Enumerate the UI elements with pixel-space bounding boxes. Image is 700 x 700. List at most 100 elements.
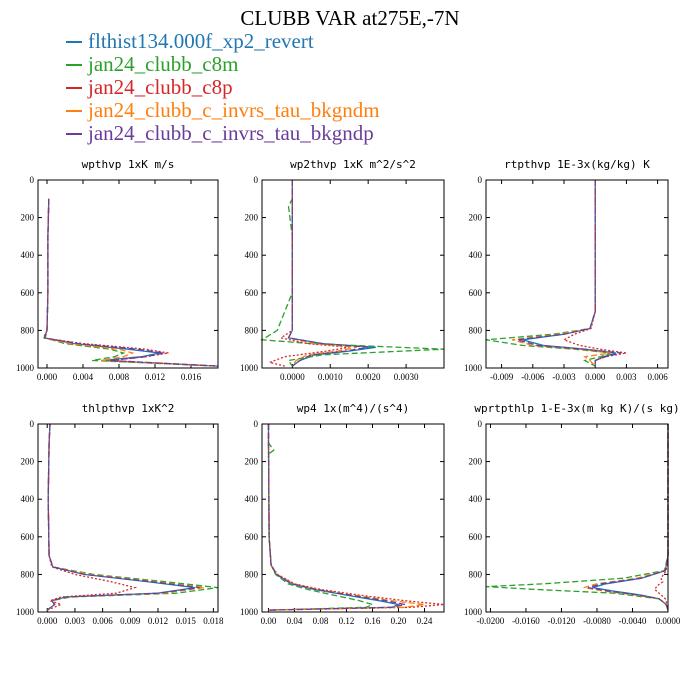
series-line — [592, 424, 669, 611]
legend-swatch — [66, 86, 82, 89]
x-tick-label: 0.000 — [37, 372, 58, 382]
y-tick-label: 200 — [245, 213, 259, 223]
x-tick-label: 0.008 — [109, 372, 130, 382]
legend-swatch — [66, 132, 82, 135]
y-tick-label: 800 — [21, 569, 35, 579]
series-line — [43, 198, 219, 367]
series-line — [44, 198, 219, 367]
series-line — [43, 198, 219, 367]
plot-frame — [485, 179, 669, 369]
series-line — [46, 423, 138, 611]
y-tick-label: 0 — [254, 175, 259, 185]
series-line — [46, 423, 219, 611]
x-tick-label: 0.016 — [181, 372, 202, 382]
x-tick-label: -0.0160 — [512, 616, 540, 626]
legend-label: jan24_clubb_c_invrs_tau_bkgndp — [88, 121, 374, 145]
plot-frame — [37, 423, 219, 613]
y-tick-label: 200 — [21, 457, 35, 467]
x-tick-label: 0.0000 — [280, 372, 305, 382]
y-tick-label: 200 — [21, 213, 35, 223]
x-tick-label: -0.0080 — [583, 616, 611, 626]
legend-label: jan24_clubb_c8m — [88, 52, 239, 76]
x-tick-label: 0.04 — [287, 616, 303, 626]
y-tick-label: 400 — [21, 494, 35, 504]
y-tick-label: 400 — [245, 494, 259, 504]
y-tick-label: 800 — [469, 569, 483, 579]
x-tick-label: 0.20 — [391, 616, 407, 626]
x-tick-label: -0.009 — [490, 372, 514, 382]
y-tick-label: 1000 — [464, 607, 483, 617]
x-tick-label: 0.018 — [203, 616, 224, 626]
x-tick-label: 0.003 — [65, 616, 86, 626]
y-tick-label: 600 — [21, 532, 35, 542]
x-tick-label: 0.000 — [37, 616, 58, 626]
series-line — [653, 424, 669, 611]
series-line — [517, 180, 622, 367]
legend-label: flthist134.000f_xp2_revert — [88, 29, 314, 53]
plot-frame — [485, 423, 669, 613]
x-tick-label: 0.006 — [647, 372, 668, 382]
series-line — [485, 180, 612, 367]
y-tick-label: 1000 — [240, 363, 259, 373]
chart-panel: rtpthvp 1E-3x(kg/kg) K02004006008001000-… — [464, 158, 669, 382]
panel-title: wp2thvp 1xK m^2/s^2 — [290, 158, 416, 171]
y-tick-label: 200 — [469, 457, 483, 467]
y-tick-label: 600 — [469, 288, 483, 298]
y-tick-label: 400 — [469, 494, 483, 504]
x-tick-label: 0.00 — [261, 616, 277, 626]
x-tick-label: 0.12 — [339, 616, 355, 626]
series-line — [43, 198, 219, 367]
legend-item: jan24_clubb_c_invrs_tau_bkgndp — [66, 121, 380, 145]
y-tick-label: 800 — [469, 325, 483, 335]
series-line — [287, 180, 369, 367]
x-tick-label: -0.006 — [521, 372, 545, 382]
x-tick-label: 0.003 — [616, 372, 637, 382]
y-tick-label: 400 — [21, 250, 35, 260]
legend-item: flthist134.000f_xp2_revert — [66, 29, 380, 53]
legend-label: jan24_clubb_c_invrs_tau_bkgndm — [88, 98, 380, 122]
x-tick-label: 0.0010 — [318, 372, 343, 382]
x-tick-label: 0.0020 — [356, 372, 381, 382]
series-line — [583, 424, 669, 611]
y-tick-label: 200 — [245, 457, 259, 467]
y-tick-label: 600 — [245, 532, 259, 542]
series-line — [267, 180, 350, 367]
series-line — [42, 198, 219, 367]
series-line — [46, 423, 205, 611]
series-line — [267, 424, 406, 611]
y-tick-label: 0 — [30, 175, 35, 185]
y-tick-label: 800 — [245, 569, 259, 579]
series-line — [287, 180, 376, 367]
series-line — [267, 424, 375, 611]
y-tick-label: 200 — [469, 213, 483, 223]
y-tick-label: 1000 — [16, 607, 35, 617]
plot-frame — [261, 179, 445, 369]
series-line — [485, 424, 669, 611]
legend-swatch — [66, 109, 82, 112]
legend: flthist134.000f_xp2_revert jan24_clubb_c… — [66, 29, 380, 145]
x-tick-label: 0.009 — [120, 616, 141, 626]
series-line — [587, 424, 669, 611]
y-tick-label: 0 — [478, 419, 483, 429]
legend-item: jan24_clubb_c_invrs_tau_bkgndm — [66, 98, 380, 122]
x-tick-label: -0.003 — [552, 372, 576, 382]
series-line — [287, 180, 357, 367]
legend-swatch — [66, 40, 82, 43]
y-tick-label: 1000 — [16, 363, 35, 373]
panel-title: thlpthvp 1xK^2 — [82, 402, 175, 415]
legend-item: jan24_clubb_c8m — [66, 52, 380, 76]
x-tick-label: -0.0120 — [548, 616, 576, 626]
y-tick-label: 600 — [469, 532, 483, 542]
y-tick-label: 0 — [478, 175, 483, 185]
y-tick-label: 800 — [245, 325, 259, 335]
x-tick-label: 0.24 — [417, 616, 433, 626]
chart-panel: wp2thvp 1xK m^2/s^2 0 200 400 600 800 1000 0.00… — [240, 158, 445, 382]
x-tick-label: -0.0040 — [619, 616, 647, 626]
plot-frame — [37, 179, 219, 369]
x-tick-label: 0.015 — [176, 616, 197, 626]
y-tick-label: 600 — [21, 288, 35, 298]
